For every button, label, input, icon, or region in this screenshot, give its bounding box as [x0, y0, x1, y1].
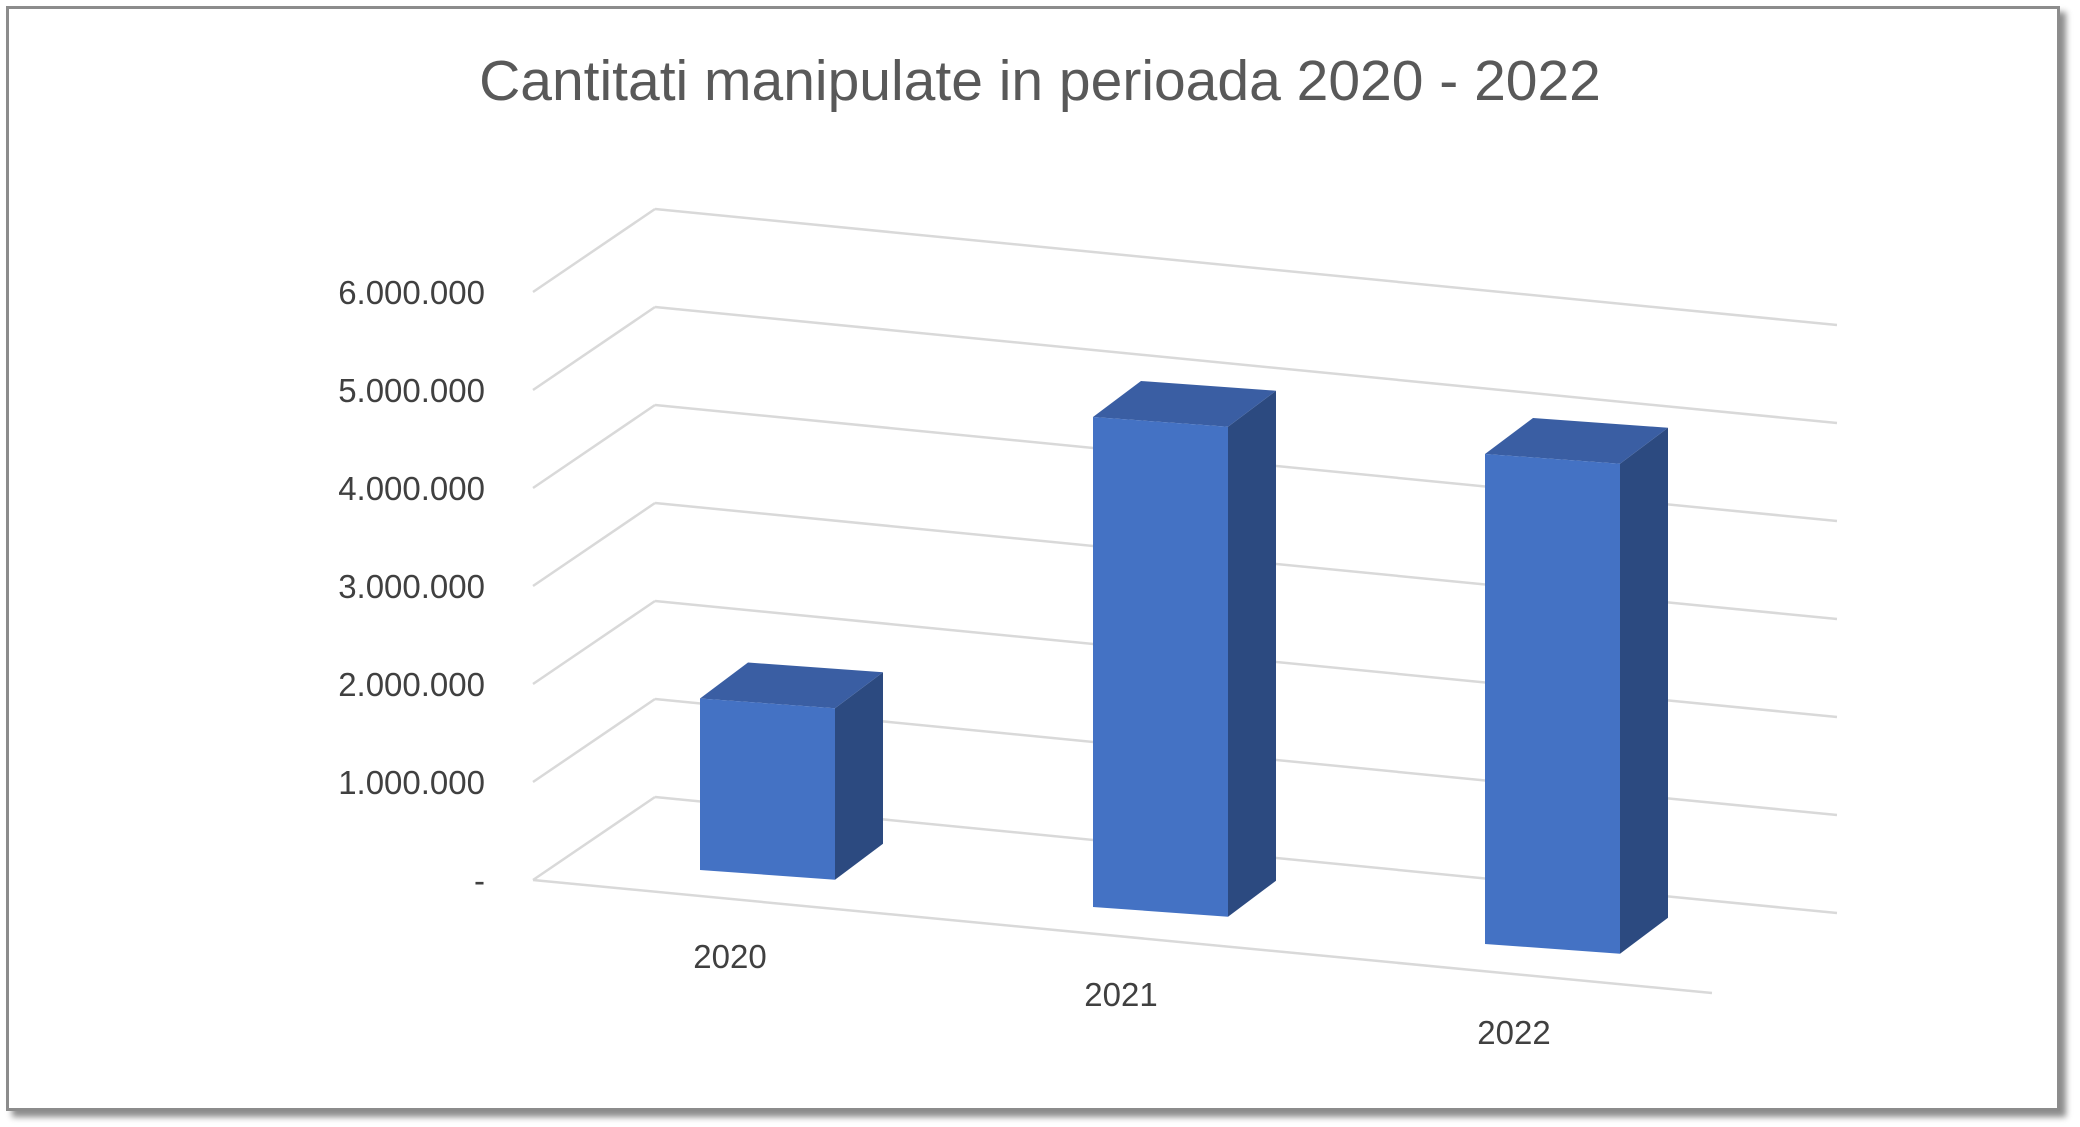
gridline-side [532, 403, 656, 490]
y-axis-ticks: - 1.000.000 2.000.000 3.000.000 4.000.000 5.0… [338, 274, 485, 899]
bar-top [700, 662, 883, 709]
gridline-side [532, 501, 656, 588]
y-tick-label: 3.000.000 [338, 568, 485, 605]
bar-front [700, 698, 835, 880]
y-tick-label: 2.000.000 [338, 666, 485, 703]
floor-edge [532, 878, 1713, 995]
bar-front [1093, 417, 1228, 917]
x-category-label: 2020 [693, 938, 766, 975]
bar-top [1093, 381, 1276, 427]
gridline-side [532, 697, 656, 784]
gridline-back [654, 207, 1838, 327]
bar-top [1485, 418, 1668, 464]
gridline-side [532, 305, 656, 392]
bar-side [835, 672, 883, 880]
x-axis-categories: 2020 2021 2022 [693, 938, 1550, 1051]
bar-side [1620, 427, 1668, 954]
bar-side [1228, 390, 1276, 917]
chart-title: Cantitati manipulate in perioada 2020 - … [479, 49, 1601, 113]
gridline-side [532, 795, 656, 882]
gridline-side [532, 599, 656, 686]
y-tick-label: 4.000.000 [338, 470, 485, 507]
gridline-side [532, 207, 656, 294]
bars [700, 381, 1668, 954]
y-tick-label: 6.000.000 [338, 274, 485, 311]
gridline-back [654, 305, 1838, 425]
x-category-label: 2022 [1477, 1014, 1550, 1051]
y-tick-label: 5.000.000 [338, 372, 485, 409]
y-tick-label: 1.000.000 [338, 764, 485, 801]
bar-front [1485, 454, 1620, 954]
x-category-label: 2021 [1084, 976, 1157, 1013]
y-tick-label: - [474, 862, 485, 899]
